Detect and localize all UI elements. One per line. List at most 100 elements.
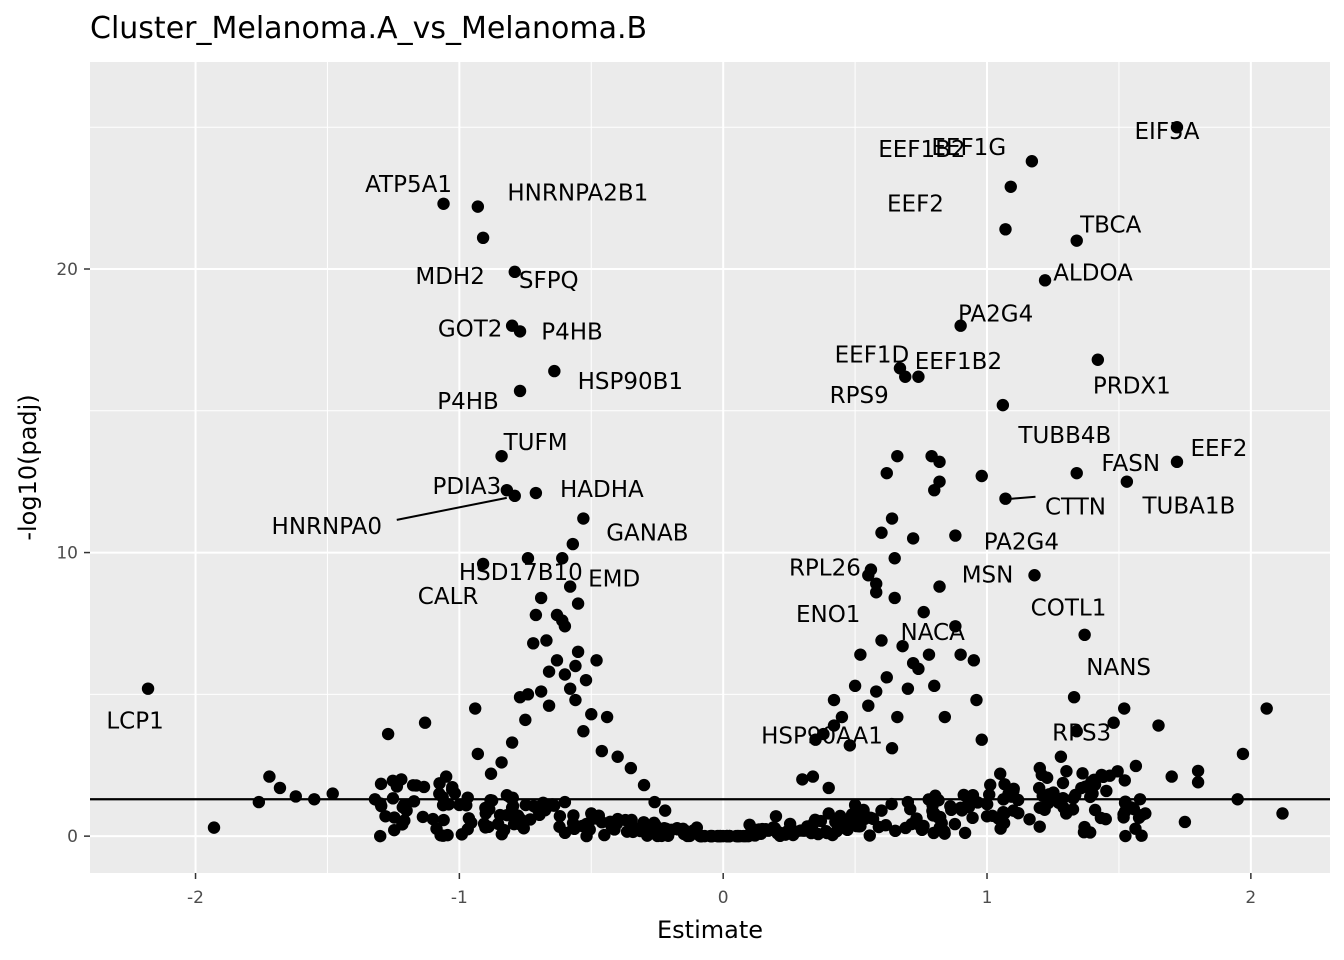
data-point xyxy=(1099,812,1112,826)
data-point xyxy=(1059,807,1073,820)
data-point xyxy=(681,827,694,840)
data-point xyxy=(875,804,888,817)
point-label-p4hb: P4HB xyxy=(437,389,499,415)
labeled-data-point xyxy=(827,719,841,732)
data-point xyxy=(583,823,596,836)
data-point xyxy=(998,778,1011,791)
data-point xyxy=(870,685,883,698)
data-point xyxy=(1067,690,1081,704)
data-point xyxy=(553,809,567,823)
data-point xyxy=(822,807,835,820)
point-label-pa2g4: PA2G4 xyxy=(958,302,1033,328)
data-point xyxy=(519,713,532,727)
data-point xyxy=(471,747,485,761)
data-point xyxy=(611,750,624,763)
point-label-ganab: GANAB xyxy=(606,521,688,547)
data-point xyxy=(558,620,572,633)
data-point xyxy=(966,811,979,825)
x-axis-title: Estimate xyxy=(657,916,763,944)
data-point xyxy=(653,822,667,836)
point-label-atp5a1: ATP5A1 xyxy=(365,172,452,198)
data-point xyxy=(1117,811,1130,824)
data-point xyxy=(899,821,912,835)
data-point xyxy=(439,770,453,783)
labeled-data-point xyxy=(1038,274,1052,287)
labeled-data-point xyxy=(1025,155,1039,168)
data-point xyxy=(398,814,411,827)
labeled-data-point xyxy=(508,489,521,503)
data-point xyxy=(980,810,994,823)
labeled-data-point xyxy=(529,486,543,500)
labeled-data-point xyxy=(899,370,912,383)
labeled-data-point xyxy=(949,529,962,542)
data-point xyxy=(1178,815,1192,829)
data-point xyxy=(1042,788,1056,801)
y-axis-title: -log10(padj) xyxy=(14,394,42,540)
data-point xyxy=(513,690,527,704)
leader-line-hnrnpa0 xyxy=(396,496,507,521)
point-label-eno1: ENO1 xyxy=(796,602,860,628)
data-point xyxy=(529,608,543,622)
labeled-data-point xyxy=(548,364,561,378)
data-point xyxy=(743,818,756,831)
labeled-data-point xyxy=(996,398,1010,412)
data-point xyxy=(1129,759,1143,773)
data-point xyxy=(577,725,590,738)
data-point xyxy=(983,788,996,801)
labeled-data-point xyxy=(954,319,967,332)
data-point xyxy=(820,826,834,840)
data-point xyxy=(263,770,276,783)
point-label-nans: NANS xyxy=(1086,655,1151,681)
data-point xyxy=(585,807,598,820)
data-point xyxy=(948,817,962,831)
data-point xyxy=(598,828,611,842)
data-point xyxy=(289,790,302,803)
labeled-data-point xyxy=(1070,466,1083,480)
data-point xyxy=(634,824,647,838)
point-label-eif5a: EIF5A xyxy=(1135,119,1200,145)
data-point xyxy=(648,795,661,809)
point-label-fasn: FASN xyxy=(1101,451,1160,477)
data-point xyxy=(944,800,957,813)
data-point xyxy=(885,512,899,525)
data-point xyxy=(1100,784,1113,798)
data-point xyxy=(845,808,859,821)
data-point xyxy=(1033,801,1046,814)
data-point xyxy=(406,779,420,792)
y-axis-ticks: 0 10 20 xyxy=(56,260,90,847)
y-tick-label: 10 xyxy=(56,544,78,564)
data-point xyxy=(769,810,783,823)
data-point xyxy=(505,801,519,814)
data-point xyxy=(326,787,339,800)
data-point xyxy=(1236,747,1250,761)
labeled-data-point xyxy=(1107,716,1120,729)
data-point xyxy=(901,795,915,809)
data-point xyxy=(1119,829,1132,843)
data-point xyxy=(850,819,863,833)
data-point xyxy=(416,810,430,824)
data-point xyxy=(437,813,450,827)
data-point xyxy=(433,787,446,800)
point-label-tufm: TUFM xyxy=(503,430,568,456)
data-point xyxy=(1165,770,1178,783)
point-label-eef1g: EEF1G xyxy=(931,135,1006,161)
data-point xyxy=(834,809,847,823)
data-point xyxy=(1085,775,1098,789)
point-label-rps3: RPS3 xyxy=(1052,721,1111,747)
data-point xyxy=(835,710,849,724)
data-point xyxy=(958,826,972,840)
data-point xyxy=(984,778,997,792)
data-point xyxy=(624,761,638,775)
data-point xyxy=(381,727,395,741)
data-point xyxy=(519,798,532,812)
labeled-data-point xyxy=(476,231,490,245)
data-point xyxy=(517,822,530,835)
data-point xyxy=(1191,764,1205,778)
data-point xyxy=(1260,702,1273,715)
point-label-tuba1b: TUBA1B xyxy=(1141,494,1235,520)
data-point xyxy=(933,475,946,488)
data-point xyxy=(637,778,651,792)
labeled-data-point xyxy=(566,537,580,551)
data-point xyxy=(430,822,443,835)
